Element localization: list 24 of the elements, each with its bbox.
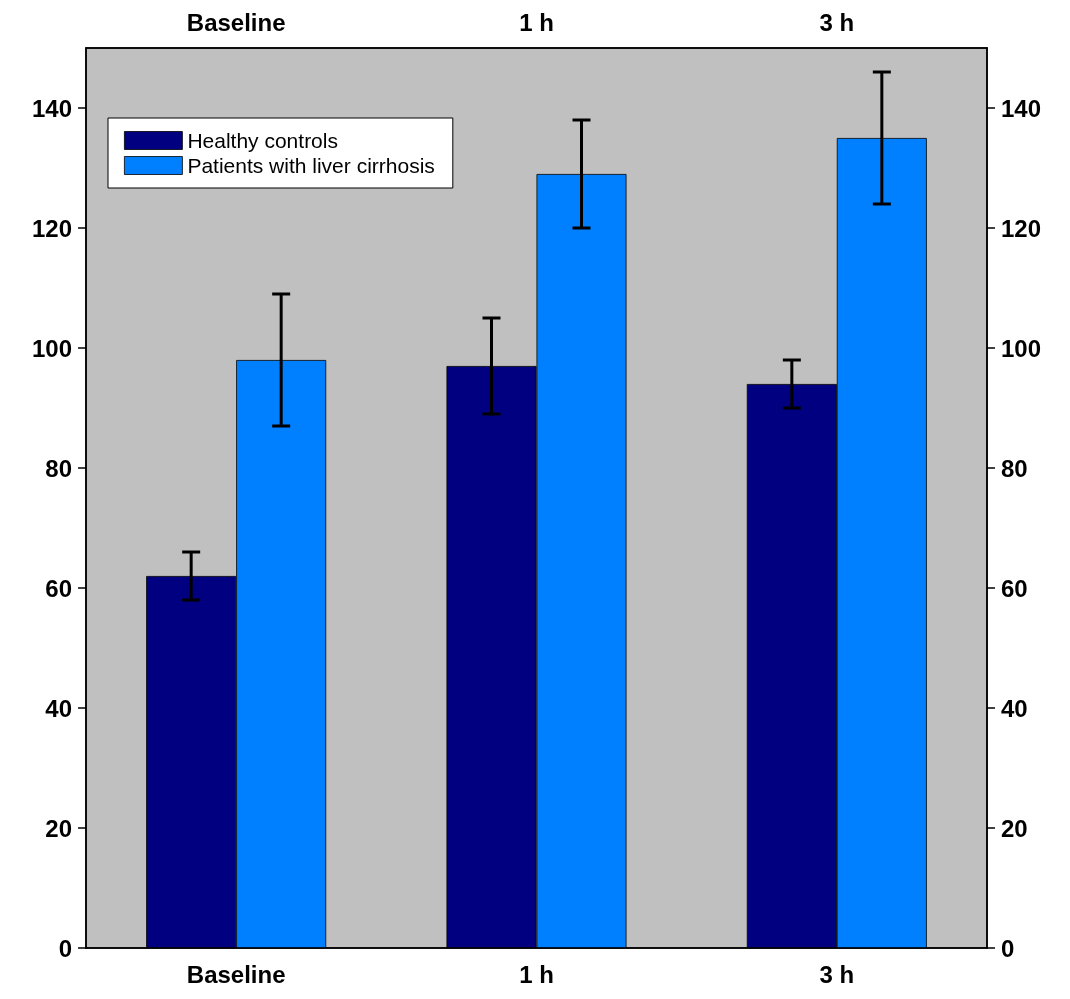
y2-tick-label: 140 [1001, 94, 1042, 122]
category-label: 3 h [819, 8, 855, 36]
x-tick-label: Baseline [186, 960, 286, 988]
y-tick-label: 140 [31, 94, 72, 122]
y2-tick-label: 60 [1001, 574, 1028, 602]
y-tick-label: 120 [31, 214, 72, 242]
y2-tick-label: 20 [1001, 814, 1028, 842]
y2-tick-label: 120 [1001, 214, 1042, 242]
y-tick-label: 0 [58, 934, 72, 962]
y2-tick-label: 80 [1001, 454, 1028, 482]
y-tick-label: 40 [45, 694, 72, 722]
y-tick-label: 60 [45, 574, 72, 602]
category-label: 1 h [519, 8, 554, 36]
legend-label: Patients with liver cirrhosis [187, 154, 435, 177]
y2-tick-label: 40 [1001, 694, 1028, 722]
x-tick-label: 1 h [519, 960, 554, 988]
y2-tick-label: 0 [1001, 934, 1015, 962]
y-tick-label: 100 [31, 334, 72, 362]
legend-label: Healthy controls [187, 129, 338, 152]
y2-tick-label: 100 [1001, 334, 1042, 362]
x-tick-label: 3 h [819, 960, 855, 988]
y-tick-label: 20 [45, 814, 72, 842]
y-tick-label: 80 [45, 454, 72, 482]
category-label: Baseline [186, 8, 286, 36]
